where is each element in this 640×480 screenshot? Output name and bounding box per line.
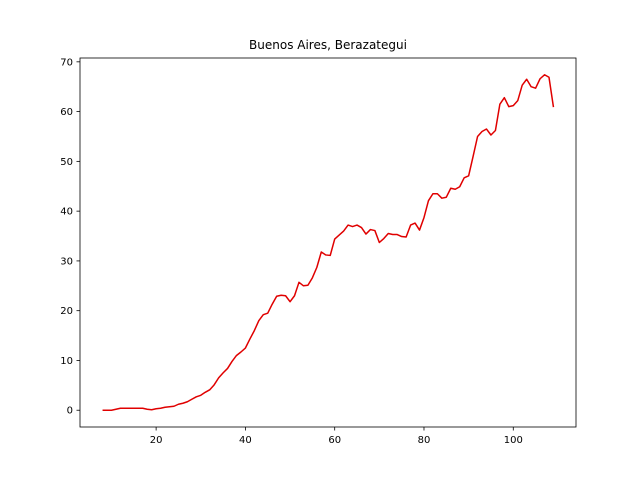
axes-frame bbox=[79, 57, 577, 428]
x-tick-label: 20 bbox=[150, 435, 163, 446]
plot-area: 20 40 60 80 100 0 10 20 30 40 50 60 70 bbox=[60, 57, 577, 446]
x-tick-label: 40 bbox=[239, 435, 252, 446]
y-tick-label: 20 bbox=[60, 306, 73, 317]
x-tick-label: 80 bbox=[418, 435, 431, 446]
y-tick-label: 60 bbox=[60, 107, 73, 118]
y-tick-label: 40 bbox=[60, 207, 73, 218]
y-tick-label: 0 bbox=[67, 406, 73, 417]
y-tick-label: 70 bbox=[60, 57, 73, 68]
y-tick-label: 50 bbox=[60, 157, 73, 168]
series-line-0 bbox=[102, 74, 555, 411]
y-tick-label: 30 bbox=[60, 256, 73, 267]
x-tick-label: 60 bbox=[328, 435, 341, 446]
chart-title: Buenos Aires, Berazategui bbox=[249, 38, 407, 52]
y-tick-label: 10 bbox=[60, 356, 73, 367]
x-tick-label: 100 bbox=[504, 435, 523, 446]
